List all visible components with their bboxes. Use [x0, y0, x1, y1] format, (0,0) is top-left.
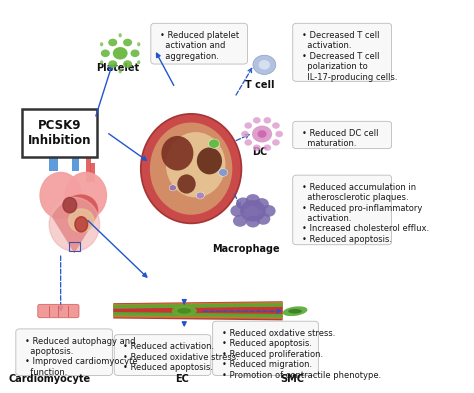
Ellipse shape — [161, 136, 193, 171]
Polygon shape — [113, 307, 283, 314]
Circle shape — [256, 213, 270, 225]
Ellipse shape — [141, 114, 241, 223]
Ellipse shape — [49, 197, 100, 251]
Circle shape — [240, 200, 266, 222]
FancyBboxPatch shape — [91, 163, 95, 182]
FancyBboxPatch shape — [49, 140, 58, 171]
Circle shape — [123, 39, 132, 46]
Text: EC: EC — [175, 374, 189, 384]
Circle shape — [257, 130, 266, 138]
Ellipse shape — [177, 174, 196, 194]
Ellipse shape — [137, 60, 140, 64]
FancyBboxPatch shape — [293, 23, 392, 81]
Circle shape — [272, 139, 280, 146]
Text: SMC: SMC — [280, 374, 304, 384]
FancyBboxPatch shape — [114, 335, 211, 375]
Circle shape — [255, 198, 269, 210]
Ellipse shape — [288, 309, 302, 314]
Circle shape — [259, 60, 270, 70]
Circle shape — [246, 194, 260, 206]
Ellipse shape — [69, 209, 94, 232]
Circle shape — [245, 139, 252, 146]
Circle shape — [196, 192, 204, 199]
Polygon shape — [113, 301, 283, 320]
Ellipse shape — [166, 132, 226, 197]
Text: • Reduced DC cell
  maturation.: • Reduced DC cell maturation. — [302, 129, 378, 149]
Ellipse shape — [177, 308, 191, 314]
FancyBboxPatch shape — [49, 149, 74, 155]
Circle shape — [246, 216, 260, 228]
Polygon shape — [113, 312, 283, 318]
FancyBboxPatch shape — [16, 329, 112, 375]
Ellipse shape — [150, 123, 232, 215]
Text: • Reduced autophagy and
  apoptosis.
• Improved cardiomyocyte
  function.: • Reduced autophagy and apoptosis. • Imp… — [25, 336, 137, 377]
Circle shape — [123, 60, 132, 68]
Text: • Reduced platelet
  activation and
  aggregation.: • Reduced platelet activation and aggreg… — [160, 31, 239, 61]
Text: • Reduced activation.
• Reduced oxidative stress.
• Reduced apoptosis.: • Reduced activation. • Reduced oxidativ… — [123, 342, 239, 372]
Circle shape — [101, 50, 110, 57]
Ellipse shape — [118, 69, 122, 73]
Text: T cell: T cell — [245, 80, 274, 90]
FancyBboxPatch shape — [22, 109, 97, 157]
Circle shape — [262, 205, 276, 217]
FancyBboxPatch shape — [72, 143, 79, 171]
FancyBboxPatch shape — [293, 175, 392, 245]
Ellipse shape — [100, 60, 103, 64]
Polygon shape — [113, 302, 283, 309]
Circle shape — [230, 205, 245, 217]
Circle shape — [130, 50, 139, 57]
Circle shape — [113, 47, 128, 59]
Ellipse shape — [40, 173, 81, 219]
Circle shape — [108, 60, 117, 68]
Circle shape — [209, 139, 219, 148]
Circle shape — [108, 39, 117, 46]
Circle shape — [252, 125, 272, 143]
Circle shape — [169, 185, 176, 191]
Circle shape — [241, 131, 249, 137]
Text: • Decreased T cell
  activation.
• Decreased T cell
  polarization to
  IL-17-pr: • Decreased T cell activation. • Decreas… — [302, 31, 397, 82]
Text: PCSK9
Inhibition: PCSK9 Inhibition — [28, 119, 91, 147]
Circle shape — [236, 197, 250, 209]
Ellipse shape — [283, 306, 308, 316]
Polygon shape — [113, 314, 283, 319]
Circle shape — [275, 131, 283, 137]
Circle shape — [253, 55, 276, 74]
Polygon shape — [52, 195, 98, 253]
FancyBboxPatch shape — [213, 321, 319, 375]
Text: • Reduced oxdative stress.
• Reduced apoptosis.
• Reduced proliferation.
• Reduc: • Reduced oxdative stress. • Reduced apo… — [222, 329, 381, 380]
Text: Platelet: Platelet — [96, 63, 139, 73]
Circle shape — [264, 145, 271, 151]
Circle shape — [253, 117, 261, 123]
Circle shape — [264, 117, 271, 123]
Ellipse shape — [75, 217, 88, 232]
Ellipse shape — [172, 305, 197, 316]
Text: • Reduced accumulation in
  atherosclerotic plaques.
• Reduced pro-inflammatory
: • Reduced accumulation in atheroscleroti… — [302, 183, 429, 244]
Polygon shape — [113, 303, 283, 309]
Ellipse shape — [63, 197, 77, 213]
FancyBboxPatch shape — [86, 155, 91, 182]
Circle shape — [253, 145, 261, 151]
Text: Macrophage: Macrophage — [212, 244, 280, 253]
Circle shape — [233, 215, 247, 227]
Ellipse shape — [100, 42, 103, 46]
FancyBboxPatch shape — [38, 304, 79, 318]
Ellipse shape — [137, 42, 140, 46]
FancyBboxPatch shape — [293, 121, 392, 149]
Ellipse shape — [118, 33, 122, 37]
Text: DC: DC — [252, 147, 267, 158]
Circle shape — [272, 122, 280, 129]
Ellipse shape — [65, 173, 107, 219]
FancyBboxPatch shape — [151, 23, 247, 64]
Circle shape — [219, 169, 228, 176]
Text: Cardiomyocyte: Cardiomyocyte — [8, 374, 90, 384]
Circle shape — [245, 122, 252, 129]
Ellipse shape — [197, 147, 222, 174]
